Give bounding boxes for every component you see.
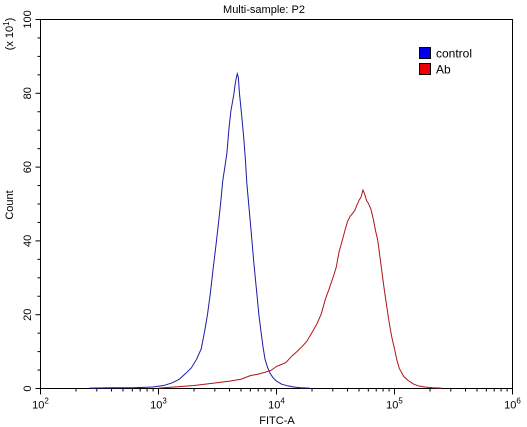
x-tick-exponent: 6: [516, 397, 521, 406]
x-tick-exponent: 2: [44, 397, 49, 406]
y-tick-label: 60: [22, 161, 34, 173]
y-multiplier-exponent: 1: [2, 21, 11, 26]
chart-title: Multi-sample: P2: [223, 4, 305, 16]
y-tick-label: 80: [22, 87, 34, 99]
x-tick-label: 106: [504, 397, 521, 412]
x-tick-base: 10: [150, 400, 162, 412]
y-tick-label: 40: [22, 235, 34, 247]
x-axis-label: FITC-A: [259, 415, 295, 427]
x-tick-exponent: 5: [398, 397, 403, 406]
x-tick-label: 104: [268, 397, 285, 412]
series-line-ab: [158, 188, 442, 389]
x-tick-label: 102: [32, 397, 49, 412]
x-tick-base: 10: [32, 400, 44, 412]
y-multiplier-close: ): [4, 18, 16, 22]
x-tick-label: 105: [386, 397, 403, 412]
x-tick-exponent: 4: [280, 397, 285, 406]
x-tick-base: 10: [268, 400, 280, 412]
legend-label-ab: Ab: [436, 63, 451, 77]
y-tick-label: 100: [22, 10, 34, 28]
y-axis-label: Count: [4, 190, 16, 219]
y-axis-ticks: 0 20 40 60 80 100: [22, 10, 41, 392]
y-tick-label: 20: [22, 309, 34, 321]
legend-swatch-control: [419, 47, 431, 59]
x-tick-base: 10: [504, 400, 516, 412]
y-axis-multiplier: (x 101): [2, 18, 16, 51]
series-layer: [89, 71, 442, 389]
y-multiplier-base: (x 10: [4, 26, 16, 50]
y-tick-label: 0: [22, 385, 34, 391]
legend-swatch-ab: [419, 63, 431, 75]
x-tick-exponent: 3: [162, 397, 167, 406]
legend: control Ab: [419, 47, 472, 77]
x-tick-base: 10: [386, 400, 398, 412]
legend-label-control: control: [436, 47, 472, 61]
series-line-control: [89, 71, 310, 389]
x-axis-ticks: 102 103 104 105 106: [32, 388, 521, 412]
x-tick-label: 103: [150, 397, 167, 412]
